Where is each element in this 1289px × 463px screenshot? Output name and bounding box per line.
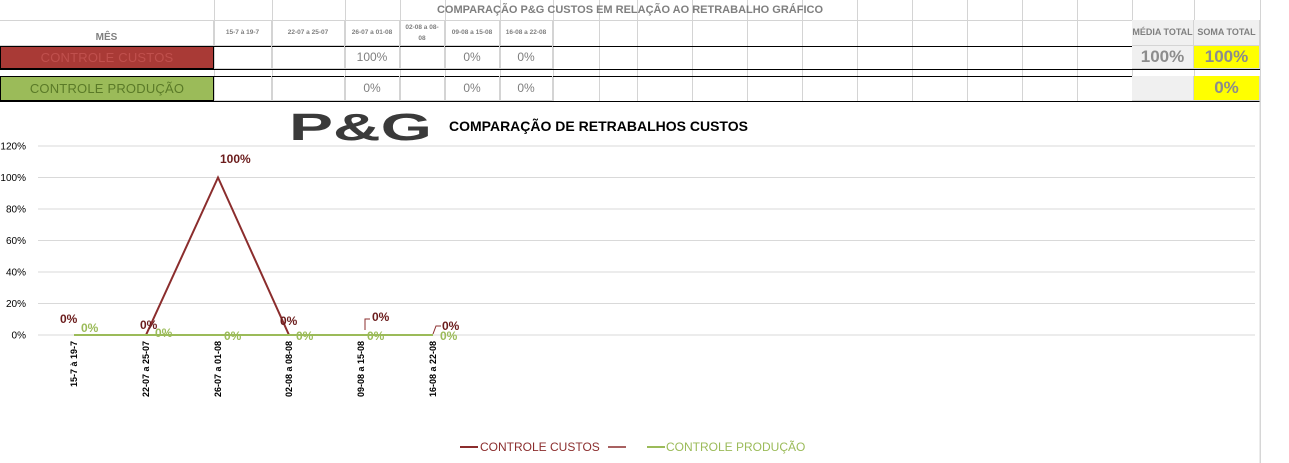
value-cell: 100% [345,46,400,69]
column-gridline [802,0,803,101]
value-cell: 0% [500,76,553,101]
column-gridline [637,0,638,101]
media-total-header: MÉDIA TOTAL [1132,20,1194,46]
column-gridline [445,0,446,101]
media-total-value: 100% [1132,46,1194,69]
period-header: 15-7 à 19-7 [214,20,272,46]
column-gridline [553,0,554,101]
column-gridline [272,0,273,101]
column-gridline [214,0,215,101]
soma-total-value: 100% [1194,46,1260,69]
column-gridline [692,0,693,101]
column-gridline [857,0,858,101]
row-border [0,69,1260,70]
period-header: 16-08 a 22-08 [500,20,553,46]
value-cell [272,76,345,101]
soma-total-header: SOMA TOTAL [1194,20,1260,46]
column-gridline [1260,0,1261,463]
value-cell: 0% [500,46,553,69]
row-gridline [0,20,1260,21]
value-cell [400,46,445,69]
period-header: 02-08 a 08-08 [400,20,445,46]
column-gridline [599,0,600,101]
row-border [0,76,1260,77]
row-border [0,46,1260,47]
value-cell [214,76,272,101]
month-header: MÊS [0,20,214,46]
period-header: 26-07 a 01-08 [345,20,400,46]
period-header: 09-08 a 15-08 [445,20,500,46]
value-cell: 0% [445,46,500,69]
value-cell [400,76,445,101]
column-gridline [500,0,501,101]
sheet-title: COMPARAÇÃO P&G CUSTOS EM RELAÇÃO AO RETR… [436,4,824,16]
column-gridline [747,0,748,101]
soma-total-value: 0% [1194,76,1260,101]
column-gridline [400,0,401,101]
column-gridline [912,0,913,101]
row-label-controle-producao: CONTROLE PRODUÇÃO [0,76,214,101]
column-gridline [345,0,346,101]
column-gridline [1022,0,1023,101]
value-cell [214,46,272,69]
value-cell [272,46,345,69]
value-cell: 0% [345,76,400,101]
row-label-controle-custos: CONTROLE CUSTOS [0,46,214,69]
period-header: 22-07 a 25-07 [272,20,345,46]
column-gridline [1077,0,1078,101]
column-gridline [967,0,968,101]
value-cell: 0% [445,76,500,101]
media-total-value [1132,76,1194,101]
row-border [0,101,1260,102]
